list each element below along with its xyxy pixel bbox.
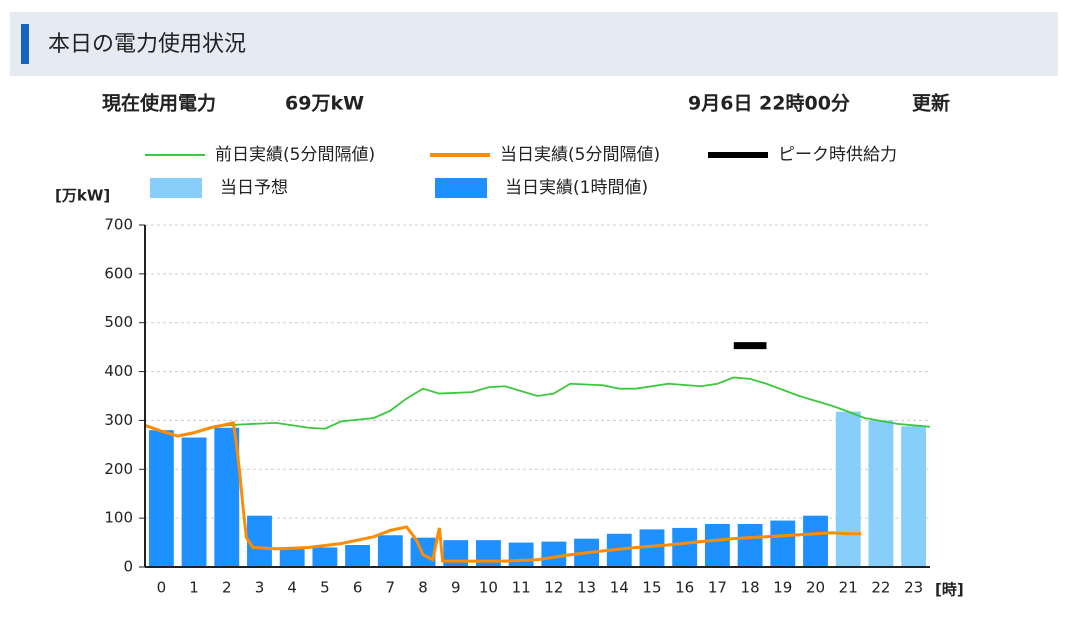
bar <box>672 527 698 567</box>
x-tick-label: 10 <box>479 579 498 597</box>
x-tick-label: 9 <box>451 579 461 597</box>
status-value: 69万kW <box>285 93 364 115</box>
bar <box>247 515 272 567</box>
bar <box>803 515 828 567</box>
bar <box>181 437 207 567</box>
x-tick-label: 7 <box>386 579 396 597</box>
x-axis-label: [時] <box>935 581 964 599</box>
x-tick-label: 17 <box>708 579 727 597</box>
x-tick-label: 18 <box>741 579 760 597</box>
x-tick-label: 20 <box>806 579 825 597</box>
bar <box>476 540 501 567</box>
bar <box>345 545 371 567</box>
x-tick-label: 19 <box>773 579 792 597</box>
x-tick-label: 14 <box>610 579 629 597</box>
x-tick-label: 0 <box>157 579 167 597</box>
x-tick-label: 5 <box>320 579 330 597</box>
bar <box>770 520 796 567</box>
x-tick-label: 8 <box>418 579 428 597</box>
x-tick-label: 3 <box>255 579 265 597</box>
bar <box>704 524 730 567</box>
x-tick-label: 1 <box>189 579 199 597</box>
bar <box>443 540 469 567</box>
status-label: 現在使用電力 <box>102 92 216 115</box>
y-tick-label: 300 <box>104 411 133 429</box>
y-tick-label: 200 <box>104 460 133 478</box>
x-tick-label: 6 <box>353 579 363 597</box>
x-tick-label: 11 <box>512 579 531 597</box>
x-tick-label: 23 <box>904 579 923 597</box>
bar <box>541 541 567 567</box>
legend-swatch <box>435 178 487 198</box>
header-accent <box>21 24 29 64</box>
bar <box>737 524 763 567</box>
y-tick-label: 600 <box>104 264 133 282</box>
legend-label: 当日予想 <box>220 178 288 198</box>
legend-swatch <box>150 178 202 198</box>
bar <box>868 420 894 567</box>
bar <box>214 427 240 567</box>
y-tick-label: 500 <box>104 313 133 331</box>
y-axis-label: [万kW] <box>55 187 110 205</box>
x-tick-label: 2 <box>222 579 232 597</box>
legend-label: 前日実績(5分間隔値) <box>215 145 375 165</box>
y-tick-label: 0 <box>123 558 133 576</box>
y-tick-label: 100 <box>104 509 133 527</box>
line <box>144 376 931 437</box>
bar <box>377 535 403 567</box>
y-tick-label: 400 <box>104 362 133 380</box>
bar <box>279 547 305 567</box>
bar <box>508 542 534 567</box>
x-tick-label: 4 <box>287 579 297 597</box>
legend-label: 当日実績(5分間隔値) <box>500 145 660 165</box>
legend-label: 当日実績(1時間値) <box>505 178 648 198</box>
bar <box>312 547 338 567</box>
x-tick-label: 12 <box>544 579 563 597</box>
header-title: 本日の電力使用状況 <box>48 32 246 57</box>
bar <box>901 426 927 567</box>
bar <box>835 411 861 567</box>
x-tick-label: 21 <box>839 579 858 597</box>
status-update: 更新 <box>912 92 950 115</box>
legend-label: ピーク時供給力 <box>778 145 897 165</box>
bar <box>148 430 174 567</box>
x-tick-label: 22 <box>871 579 890 597</box>
y-tick-label: 700 <box>104 216 133 234</box>
line <box>144 421 862 563</box>
header-band <box>10 12 1058 76</box>
x-tick-label: 15 <box>642 579 661 597</box>
status-datetime: 9月6日 22時00分 <box>688 93 850 115</box>
x-tick-label: 16 <box>675 579 694 597</box>
x-tick-label: 13 <box>577 579 596 597</box>
